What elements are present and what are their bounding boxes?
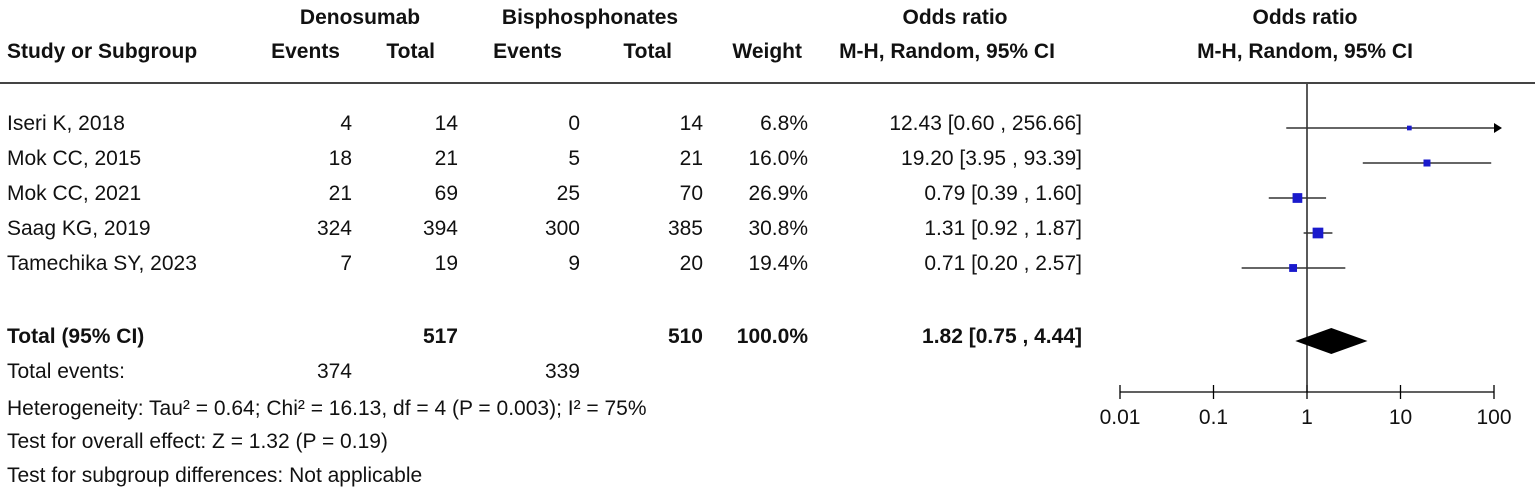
total-ci-cell: 1.82 [0.75 , 4.44] xyxy=(922,325,1082,348)
header-rule xyxy=(0,82,1535,84)
ci-cell: 0.71 [0.20 , 2.57] xyxy=(924,252,1082,275)
events2-cell: 0 xyxy=(568,112,580,135)
odds-ratio-plot-header: Odds ratio xyxy=(1252,6,1358,29)
total-label: Total (95% CI) xyxy=(7,325,145,348)
ci-cell: 19.20 [3.95 , 93.39] xyxy=(901,147,1082,170)
overall-effect-text: Test for overall effect: Z = 1.32 (P = 0… xyxy=(7,430,388,453)
total-events2-cell: 339 xyxy=(544,360,580,383)
events2-cell: 5 xyxy=(568,147,580,170)
events1-header: Events xyxy=(271,40,340,63)
total-events1-cell: 374 xyxy=(316,360,352,383)
total2-cell: 20 xyxy=(679,252,703,275)
pooled-diamond xyxy=(1295,328,1368,354)
study-marker xyxy=(1292,193,1303,203)
events2-cell: 300 xyxy=(544,217,580,240)
study-name: Iseri K, 2018 xyxy=(7,112,125,135)
study-marker xyxy=(1406,125,1412,131)
events1-cell: 21 xyxy=(328,182,352,205)
study-marker xyxy=(1289,264,1298,272)
events2-header: Events xyxy=(493,40,562,63)
total-events-label: Total events: xyxy=(7,360,125,383)
total1-cell: 517 xyxy=(422,325,458,348)
ci-cell: 0.79 [0.39 , 1.60] xyxy=(924,182,1082,205)
x-tick-label: 0.01 xyxy=(1100,406,1141,429)
total2-cell: 21 xyxy=(679,147,703,170)
study-name: Tamechika SY, 2023 xyxy=(7,252,197,275)
events1-cell: 18 xyxy=(328,147,352,170)
ci-cell: 1.31 [0.92 , 1.87] xyxy=(924,217,1082,240)
events1-cell: 7 xyxy=(340,252,352,275)
method-column-header: M-H, Random, 95% CI xyxy=(839,40,1055,63)
total-weight-cell: 100.0% xyxy=(736,325,808,348)
events2-cell: 25 xyxy=(556,182,580,205)
group1-header: Denosumab xyxy=(299,6,421,29)
total1-cell: 14 xyxy=(434,112,458,135)
subgroup-differences-text: Test for subgroup differences: Not appli… xyxy=(7,464,423,487)
total2-cell: 385 xyxy=(667,217,703,240)
total1-header: Total xyxy=(386,40,435,63)
x-tick-label: 0.1 xyxy=(1199,406,1228,429)
study-column-header: Study or Subgroup xyxy=(7,40,198,63)
odds-ratio-column-header: Odds ratio xyxy=(902,6,1008,29)
heterogeneity-text: Heterogeneity: Tau² = 0.64; Chi² = 16.13… xyxy=(7,397,647,420)
ci-arrow xyxy=(1494,123,1502,133)
weight-cell: 26.9% xyxy=(748,182,808,205)
x-tick-label: 1 xyxy=(1301,406,1313,429)
study-name: Saag KG, 2019 xyxy=(7,217,151,240)
study-marker xyxy=(1312,227,1324,239)
weight-cell: 16.0% xyxy=(748,147,808,170)
x-tick-label: 100 xyxy=(1476,406,1511,429)
weight-cell: 30.8% xyxy=(748,217,808,240)
study-name: Mok CC, 2015 xyxy=(7,147,142,170)
study-marker xyxy=(1423,159,1431,167)
weight-header: Weight xyxy=(732,40,802,63)
total2-cell: 14 xyxy=(679,112,703,135)
weight-cell: 6.8% xyxy=(760,112,808,135)
weight-cell: 19.4% xyxy=(748,252,808,275)
total1-cell: 21 xyxy=(434,147,458,170)
ci-cell: 12.43 [0.60 , 256.66] xyxy=(889,112,1082,135)
group2-header: Bisphosphonates xyxy=(501,6,679,29)
total1-cell: 19 xyxy=(434,252,458,275)
study-name: Mok CC, 2021 xyxy=(7,182,142,205)
method-plot-header: M-H, Random, 95% CI xyxy=(1197,40,1413,63)
events2-cell: 9 xyxy=(568,252,580,275)
events1-cell: 324 xyxy=(316,217,352,240)
x-tick-label: 10 xyxy=(1389,406,1412,429)
total2-cell: 70 xyxy=(679,182,703,205)
total1-cell: 69 xyxy=(434,182,458,205)
total1-cell: 394 xyxy=(422,217,458,240)
total2-cell: 510 xyxy=(667,325,703,348)
events1-cell: 4 xyxy=(340,112,352,135)
total2-header: Total xyxy=(623,40,672,63)
